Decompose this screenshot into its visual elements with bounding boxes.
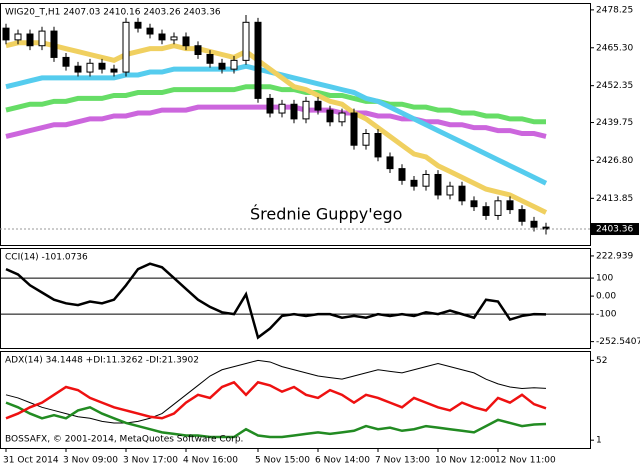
candle-body: [386, 156, 394, 170]
candle-body: [458, 185, 466, 202]
ribbon-line: [5, 40, 548, 215]
x-tick-label: 10 Nov 12:00: [435, 456, 496, 466]
candle-body: [494, 200, 502, 216]
candle-body: [26, 33, 34, 47]
candle-body: [518, 209, 526, 222]
candle-body: [146, 27, 154, 35]
candle-body: [398, 168, 406, 181]
candle-body: [74, 65, 82, 73]
candle-body: [38, 30, 46, 47]
x-tick-label: 3 Nov 09:00: [63, 456, 118, 466]
candle-body: [110, 68, 118, 73]
y-tick-label: 0.00: [596, 292, 616, 302]
candle-body: [86, 62, 94, 73]
x-tick-label: 3 Nov 17:00: [123, 456, 178, 466]
candle-body: [446, 185, 454, 196]
footer: BOSSAFX, © 2001-2014, MetaQuotes Softwar…: [5, 435, 243, 445]
candle-body: [362, 133, 370, 146]
x-tick-label: 7 Nov 13:00: [375, 456, 430, 466]
panel-title: ADX(14) 34.1448 +DI:11.3262 -DI:21.3902: [5, 356, 199, 366]
candle-body: [62, 56, 70, 67]
candle-body: [170, 36, 178, 41]
x-tick-label: 6 Nov 14:00: [315, 456, 370, 466]
current-price-box: [591, 223, 639, 236]
panel-title: WIG20_T,H1 2407.03 2410.16 2403.26 2403.…: [5, 8, 221, 18]
y-tick-label: 2413.85: [596, 194, 633, 204]
candle-body: [290, 103, 298, 120]
candle-body: [194, 45, 202, 56]
candle-body: [470, 200, 478, 208]
candle-body: [278, 103, 286, 114]
candle-body: [218, 62, 226, 70]
indicator-line: [5, 380, 547, 420]
indicator-line: [5, 262, 547, 340]
y-tick-label: -252.5407: [596, 337, 640, 347]
candle-body: [266, 97, 274, 114]
candle-body: [422, 173, 430, 187]
candle-body: [134, 21, 142, 29]
annotation: Średnie Guppy'ego: [250, 205, 402, 224]
indicator-line: [5, 401, 547, 439]
y-tick-label: 222.939: [596, 251, 633, 261]
candle-body: [2, 27, 10, 41]
y-tick-label: 2478.25: [596, 5, 633, 15]
x-tick-label: 12 Nov 11:00: [495, 456, 556, 466]
x-tick-label: 31 Oct 2014: [3, 456, 59, 466]
candle-body: [350, 112, 358, 146]
y-tick-label: 2452.35: [596, 81, 633, 91]
current-price-label: 2403.36: [596, 225, 633, 235]
candle-body: [242, 21, 250, 61]
candle-body: [374, 133, 382, 158]
candle-body: [230, 59, 238, 70]
candle-body: [314, 100, 322, 111]
candle-body: [158, 33, 166, 41]
candle-body: [98, 62, 106, 70]
indicator-line: [5, 359, 547, 424]
candle-body: [338, 112, 346, 123]
y-tick-label: 2439.75: [596, 118, 633, 128]
ribbon-line: [5, 104, 547, 139]
y-tick-label: 52: [596, 356, 607, 366]
y-tick-label: 1: [596, 436, 602, 446]
candle-body: [506, 200, 514, 211]
candle-body: [410, 179, 418, 187]
panel-frame: [0, 3, 591, 246]
ribbon-line: [5, 84, 546, 125]
candle-body: [14, 33, 22, 41]
candle-body: [50, 30, 58, 58]
panel-frame: [0, 248, 591, 349]
y-tick-label: 100: [596, 274, 613, 284]
candle-body: [482, 206, 490, 216]
candle-body: [326, 109, 334, 123]
x-tick-label: 4 Nov 16:00: [183, 456, 238, 466]
y-tick-label: -100: [596, 310, 617, 320]
panel-frame: [0, 351, 591, 449]
candle-body: [206, 54, 214, 64]
candle-body: [254, 21, 262, 99]
candle-body: [122, 21, 130, 73]
y-tick-label: 2465.30: [596, 43, 633, 53]
x-tick-label: 5 Nov 15:00: [255, 456, 310, 466]
candle-body: [434, 173, 442, 196]
panel-title: CCI(14) -101.0736: [5, 253, 88, 263]
candle-body: [302, 100, 310, 120]
candle-body: [530, 220, 538, 228]
y-tick-label: 2426.80: [596, 156, 633, 166]
candle-body: [182, 36, 190, 47]
